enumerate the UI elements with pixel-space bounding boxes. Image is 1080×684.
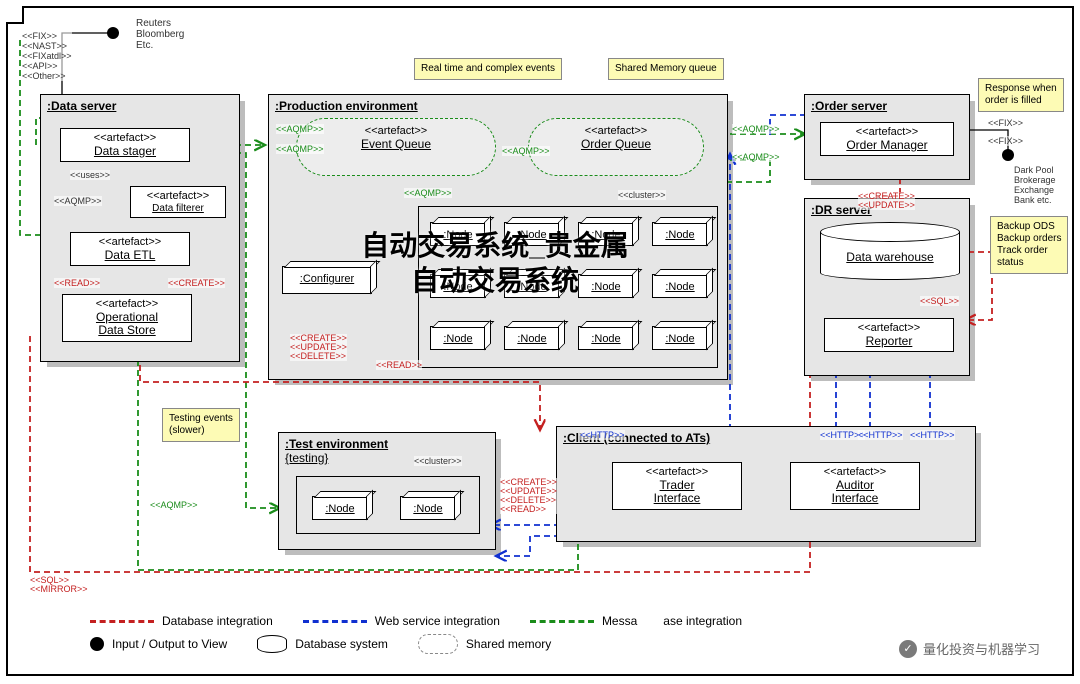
- cluster-node-12: :Node: [652, 326, 708, 350]
- aqmp-tag-8: <<AQMP>>: [150, 500, 198, 510]
- cluster-node-9: :Node: [430, 326, 486, 350]
- auditor-interface: <<artefact>> Auditor Interface: [790, 462, 920, 510]
- wechat-icon: ✓: [899, 640, 917, 658]
- trader-interface: <<artefact>> Trader Interface: [612, 462, 742, 510]
- cluster-node-10: :Node: [504, 326, 560, 350]
- test-node-2: :Node: [400, 496, 456, 520]
- aqmp-tag-5: <<AQMP>>: [404, 188, 452, 198]
- aqmp-tag-2: <<AQMP>>: [276, 124, 324, 134]
- fix-tag-2: <<FIX>>: [988, 136, 1023, 146]
- data-server-title: :Data server: [47, 99, 116, 113]
- event-queue-cloud: <<artefact>> Event Queue: [296, 118, 496, 176]
- aqmp-tag-3: <<AQMP>>: [276, 144, 324, 154]
- crud-tags-2: <<CREATE>> <<UPDATE>> <<DELETE>> <<READ>…: [500, 478, 557, 514]
- read-tag-1: <<READ>>: [54, 278, 100, 288]
- uses-tag: <<uses>>: [70, 170, 110, 180]
- legend-msg-a: Messa: [602, 614, 637, 628]
- crud-tags: <<CREATE>> <<UPDATE>> <<DELETE>>: [290, 334, 347, 361]
- http-tag-1: <<HTTP>>: [580, 430, 625, 440]
- production-title: :Production environment: [275, 99, 418, 113]
- cluster-tag-1: <<cluster>>: [618, 190, 666, 200]
- shared-mem-note: Shared Memory queue: [608, 58, 724, 80]
- http-tag-4: <<HTTP>>: [910, 430, 955, 440]
- cluster-node-4: :Node: [652, 222, 708, 246]
- legend-shmem: Shared memory: [466, 637, 551, 651]
- read-tag-2: <<READ>>: [376, 360, 422, 370]
- create-update-tags: <<CREATE>> <<UPDATE>>: [858, 192, 915, 210]
- data-etl: <<artefact>> Data ETL: [70, 232, 190, 266]
- order-server-title: :Order server: [811, 99, 887, 113]
- legend-web: Web service integration: [375, 614, 500, 628]
- feeds-note: Reuters Bloomberg Etc.: [136, 18, 184, 51]
- test-node-1: :Node: [312, 496, 368, 520]
- reporter: <<artefact>> Reporter: [824, 318, 954, 352]
- cluster-node-8: :Node: [652, 274, 708, 298]
- testing-note: Testing events (slower): [162, 408, 240, 442]
- legend-msg-b: ase integration: [663, 614, 742, 628]
- sql-tag-1: <<SQL>>: [920, 296, 959, 306]
- legend: Database integration Web service integra…: [90, 614, 990, 660]
- legend-db: Database integration: [162, 614, 273, 628]
- http-tag-3: <<HTTP>>: [858, 430, 903, 440]
- order-queue-cloud: <<artefact>> Order Queue: [528, 118, 704, 176]
- data-filterer: <<artefact>> Data filterer: [130, 186, 226, 218]
- sql-mirror-tags: <<SQL>> <<MIRROR>>: [30, 576, 88, 594]
- legend-dbsys: Database system: [295, 637, 388, 651]
- overlay-title: 自动交易系统_贵金属 自动交易系统: [330, 228, 660, 298]
- aqmp-tag-4: <<AQMP>>: [502, 146, 550, 156]
- protocol-tags: <<FIX>> <<NAST>> <<FIXatdl>> <<API>> <<O…: [22, 32, 72, 81]
- aqmp-tag-6: <<AQMP>>: [732, 124, 780, 134]
- rt-events-note: Real time and complex events: [414, 58, 562, 80]
- response-note: Response when order is filled: [978, 78, 1064, 112]
- backup-note: Backup ODS Backup orders Track order sta…: [990, 216, 1068, 274]
- fix-tag-1: <<FIX>>: [988, 118, 1023, 128]
- data-warehouse: Data warehouse: [820, 232, 960, 280]
- ods: <<artefact>> Operational Data Store: [62, 294, 192, 342]
- aqmp-tag-1: <<AQMP>>: [54, 196, 102, 206]
- create-tag-1: <<CREATE>>: [168, 278, 225, 288]
- test-env-title: :Test environment {testing}: [285, 437, 388, 465]
- aqmp-tag-7: <<AQMP>>: [732, 152, 780, 162]
- watermark: ✓ 量化投资与机器学习: [899, 639, 1040, 658]
- darkpool-note: Dark Pool Brokerage Exchange Bank etc.: [1014, 166, 1056, 206]
- order-manager: <<artefact>> Order Manager: [820, 122, 954, 156]
- cluster-node-11: :Node: [578, 326, 634, 350]
- data-stager: <<artefact>> Data stager: [60, 128, 190, 162]
- cluster-tag-2: <<cluster>>: [414, 456, 462, 466]
- legend-io: Input / Output to View: [112, 637, 227, 651]
- frame-corner: [6, 6, 24, 24]
